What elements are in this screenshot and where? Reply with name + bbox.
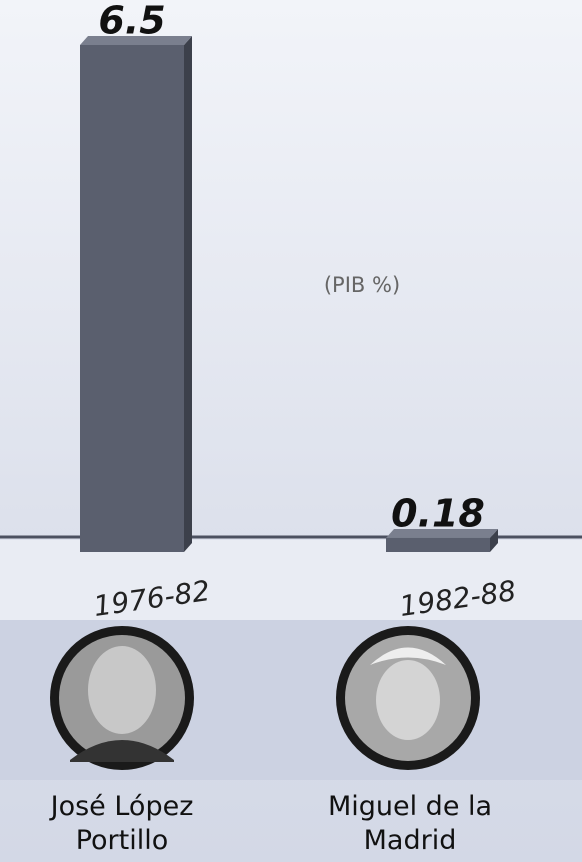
bar-face (80, 36, 192, 45)
president-name: José López Portillo (50, 791, 194, 856)
bar-face (490, 528, 498, 552)
bar (386, 528, 498, 552)
chart-subtitle: (PIB %) (324, 273, 400, 297)
bar-face (184, 36, 192, 552)
bar-face (80, 45, 184, 552)
portrait (50, 626, 194, 770)
bar-face (386, 537, 490, 552)
bar (80, 36, 192, 552)
portrait (336, 626, 480, 770)
bar-face (386, 528, 498, 538)
president-name: Miguel de la Madrid (327, 791, 493, 856)
value-label: 0.18 (391, 491, 485, 535)
value-label: 6.5 (98, 0, 165, 43)
floor (0, 540, 582, 620)
